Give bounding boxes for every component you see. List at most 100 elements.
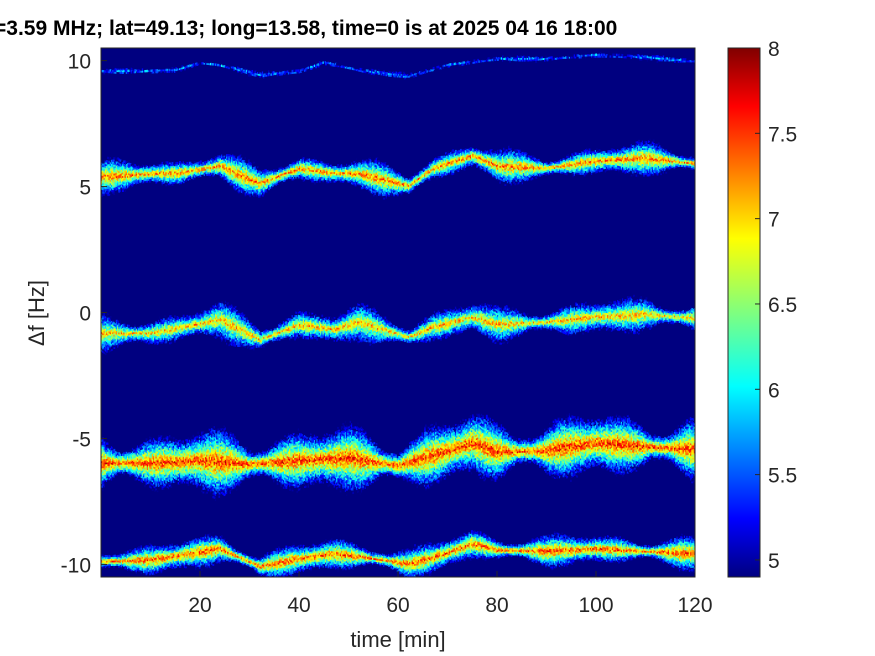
heatmap-cell bbox=[124, 157, 127, 161]
heatmap-cell bbox=[102, 175, 105, 178]
heatmap-cell bbox=[106, 167, 108, 170]
heatmap-cell bbox=[131, 65, 134, 69]
heatmap-cell bbox=[117, 73, 119, 76]
heatmap-cell bbox=[125, 169, 128, 172]
heatmap-cell bbox=[110, 175, 113, 179]
heatmap-cell bbox=[234, 69, 237, 72]
heatmap-cell bbox=[347, 66, 350, 69]
heatmap-cell bbox=[535, 60, 538, 63]
heatmap-cell bbox=[145, 69, 148, 73]
heatmap-cell bbox=[238, 68, 241, 72]
heatmap-cell bbox=[120, 176, 123, 179]
heatmap-cell bbox=[106, 179, 108, 182]
heatmap-cell bbox=[360, 68, 363, 71]
heatmap-cell bbox=[326, 59, 329, 63]
heatmap-cell bbox=[130, 69, 133, 72]
heatmap-cell bbox=[151, 69, 154, 72]
heatmap-cell bbox=[148, 67, 150, 71]
heatmap-cell bbox=[500, 57, 503, 60]
heatmap-cell bbox=[122, 157, 124, 161]
heatmap-cell bbox=[118, 183, 121, 186]
heatmap-cell bbox=[131, 191, 134, 194]
heatmap-cell bbox=[464, 62, 467, 66]
heatmap-cell bbox=[125, 158, 128, 162]
heatmap-cell bbox=[372, 69, 374, 72]
heatmap-cell bbox=[519, 59, 522, 62]
heatmap-cell bbox=[305, 65, 308, 68]
heatmap-cell bbox=[526, 55, 529, 58]
heatmap-cell bbox=[104, 181, 107, 184]
heatmap-cell bbox=[367, 148, 369, 151]
heatmap-cell bbox=[633, 58, 635, 62]
heatmap-cell bbox=[341, 67, 343, 70]
heatmap-cell bbox=[380, 73, 383, 76]
heatmap-cell bbox=[109, 186, 112, 189]
heatmap-cell bbox=[578, 56, 581, 59]
heatmap-cell bbox=[120, 73, 123, 76]
heatmap-cell bbox=[101, 71, 103, 74]
heatmap-cell bbox=[114, 148, 117, 151]
heatmap-cell bbox=[584, 54, 587, 57]
heatmap-cell bbox=[685, 58, 687, 61]
heatmap-cell bbox=[493, 58, 496, 62]
heatmap-cell bbox=[390, 72, 393, 76]
heatmap-cell bbox=[133, 174, 136, 178]
heatmap-cell bbox=[667, 59, 670, 62]
heatmap-cell bbox=[124, 152, 127, 155]
heatmap-cell bbox=[518, 57, 520, 60]
heatmap-cell bbox=[472, 59, 475, 63]
heatmap-cell bbox=[440, 68, 442, 72]
heatmap-cell bbox=[110, 159, 113, 163]
heatmap-cell bbox=[131, 175, 134, 178]
heatmap-cell bbox=[502, 55, 504, 58]
heatmap-cell bbox=[467, 62, 470, 65]
heatmap-cell bbox=[127, 177, 129, 180]
heatmap-cell bbox=[422, 71, 425, 74]
heatmap-cell bbox=[581, 52, 584, 55]
heatmap-cell bbox=[113, 162, 116, 165]
heatmap-cell bbox=[252, 75, 254, 78]
heatmap-cell bbox=[122, 75, 124, 78]
heatmap-cell bbox=[125, 69, 128, 73]
heatmap-cell bbox=[123, 167, 126, 170]
heatmap-cell bbox=[179, 65, 181, 69]
heatmap-cell bbox=[321, 63, 324, 67]
heatmap-cell bbox=[131, 173, 134, 177]
heatmap-cell bbox=[599, 55, 602, 58]
heatmap-cell bbox=[597, 51, 600, 55]
heatmap-cell bbox=[108, 153, 111, 156]
heatmap-cell bbox=[107, 151, 110, 154]
heatmap-cell bbox=[323, 61, 326, 64]
heatmap-cell bbox=[620, 55, 623, 59]
heatmap-cell bbox=[197, 59, 200, 62]
heatmap-cell bbox=[358, 69, 361, 72]
heatmap-cell bbox=[108, 188, 111, 191]
heatmap-cell bbox=[461, 63, 463, 66]
heatmap-cell bbox=[176, 68, 179, 71]
heatmap-cell bbox=[594, 57, 597, 60]
heatmap-cell bbox=[222, 64, 225, 68]
heatmap-cell bbox=[544, 55, 546, 59]
heatmap-cell bbox=[279, 71, 282, 75]
heatmap-cell bbox=[117, 169, 119, 173]
heatmap-cell bbox=[125, 68, 128, 71]
heatmap-cell bbox=[115, 175, 118, 179]
heatmap-cell bbox=[671, 57, 674, 60]
heatmap-cell bbox=[117, 185, 119, 188]
heatmap-cell bbox=[138, 68, 140, 72]
heatmap-cell bbox=[102, 70, 105, 73]
heatmap-cell bbox=[243, 67, 246, 70]
heatmap-cell bbox=[150, 69, 153, 72]
heatmap-cell bbox=[180, 69, 183, 72]
heatmap-cell bbox=[120, 174, 123, 177]
heatmap-cell bbox=[110, 179, 113, 182]
heatmap-cell bbox=[601, 53, 603, 56]
heatmap-cell bbox=[275, 165, 278, 169]
heatmap-cell bbox=[107, 181, 110, 184]
heatmap-cell bbox=[393, 71, 395, 74]
heatmap-cell bbox=[118, 163, 121, 167]
heatmap-cell bbox=[640, 54, 643, 58]
heatmap-cell bbox=[124, 154, 127, 157]
heatmap-cell bbox=[242, 157, 244, 161]
heatmap-cell bbox=[380, 67, 383, 71]
